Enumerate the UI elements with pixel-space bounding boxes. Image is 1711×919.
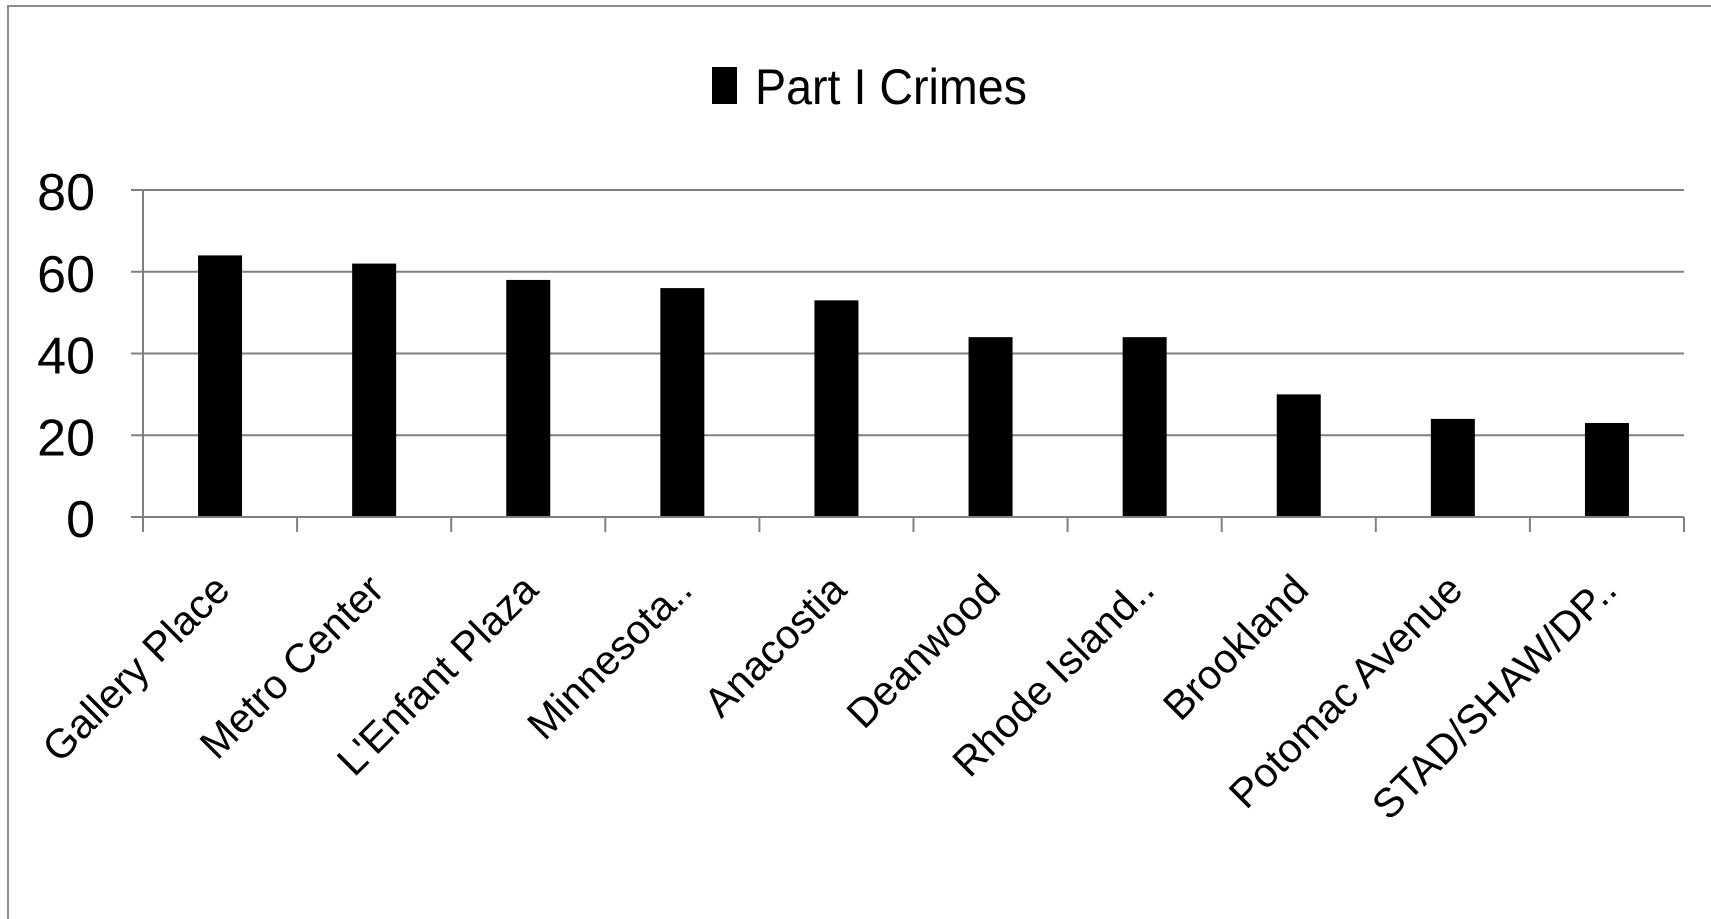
gridlines <box>143 189 1684 437</box>
y-tick-label: 40 <box>37 328 95 386</box>
bar <box>198 255 243 517</box>
axes <box>131 189 1685 532</box>
chart-frame <box>7 5 1711 919</box>
bar <box>660 288 705 517</box>
bar <box>814 300 859 517</box>
y-axis-tick-labels: 0 20 40 60 80 <box>37 164 95 549</box>
y-tick-label: 80 <box>37 164 95 222</box>
y-tick-label: 0 <box>66 491 95 549</box>
bar <box>352 263 397 517</box>
bar <box>506 279 551 517</box>
legend: Part I Crimes <box>712 59 1027 115</box>
bar <box>968 337 1013 517</box>
bar <box>1584 422 1629 517</box>
y-tick-label: 60 <box>37 246 95 304</box>
legend-label: Part I Crimes <box>755 59 1027 115</box>
y-tick-label: 20 <box>37 409 95 467</box>
bar <box>1276 394 1321 517</box>
bar <box>1430 418 1475 517</box>
bars <box>198 255 1629 517</box>
legend-swatch <box>712 67 737 104</box>
bar <box>1122 337 1167 517</box>
